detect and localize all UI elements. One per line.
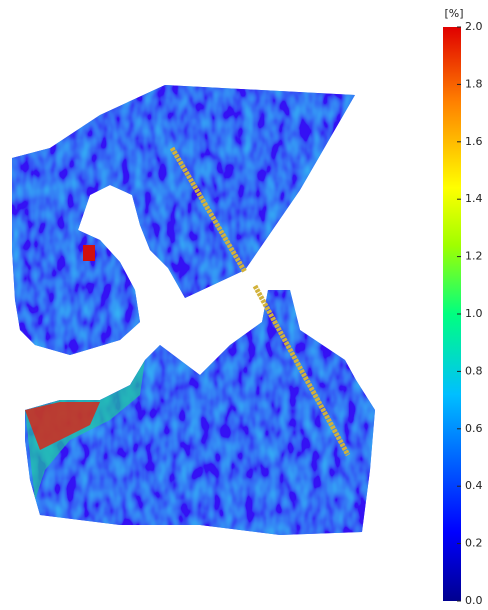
colorbar	[443, 27, 461, 601]
tick-label: 1.4	[465, 192, 483, 205]
tick-label: 0.6	[465, 422, 483, 435]
tick-label: 0.4	[465, 479, 483, 492]
extensometer	[252, 284, 351, 457]
tick-label: 1.6	[465, 135, 483, 148]
colorbar-ticks: 0.0 0.2 0.4 0.6 0.8 1.0 1.2 1.4 1.6 1.8 2.0	[457, 20, 483, 607]
tick-label: 0.0	[465, 594, 483, 607]
tick-label: 0.8	[465, 364, 483, 377]
field	[12, 85, 375, 535]
tick-label: 0.2	[465, 537, 483, 550]
tick-label: 1.2	[465, 250, 483, 263]
tick-label: 2.0	[465, 20, 483, 33]
colorbar-unit: [%]	[444, 7, 463, 20]
hotspot	[83, 245, 95, 261]
tick-label: 1.8	[465, 77, 483, 90]
tick-label: 1.0	[465, 307, 483, 320]
